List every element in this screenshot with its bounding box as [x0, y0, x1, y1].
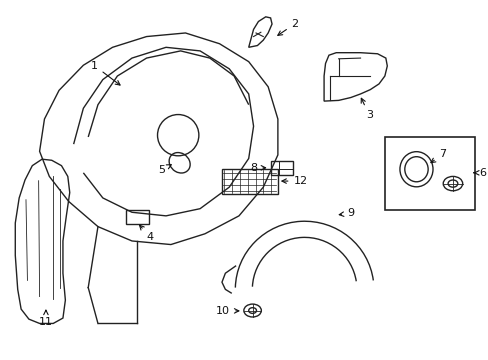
Text: 10: 10 [216, 306, 238, 316]
Text: 8: 8 [250, 163, 265, 173]
Text: 9: 9 [339, 208, 353, 219]
Text: 7: 7 [430, 149, 446, 163]
Text: 5: 5 [158, 165, 171, 175]
Text: 11: 11 [39, 310, 53, 327]
Text: 6: 6 [473, 168, 486, 178]
Text: 12: 12 [281, 176, 307, 186]
Text: 1: 1 [91, 60, 120, 85]
Text: 3: 3 [361, 98, 372, 120]
Text: 2: 2 [277, 19, 298, 35]
Text: 4: 4 [139, 225, 154, 242]
